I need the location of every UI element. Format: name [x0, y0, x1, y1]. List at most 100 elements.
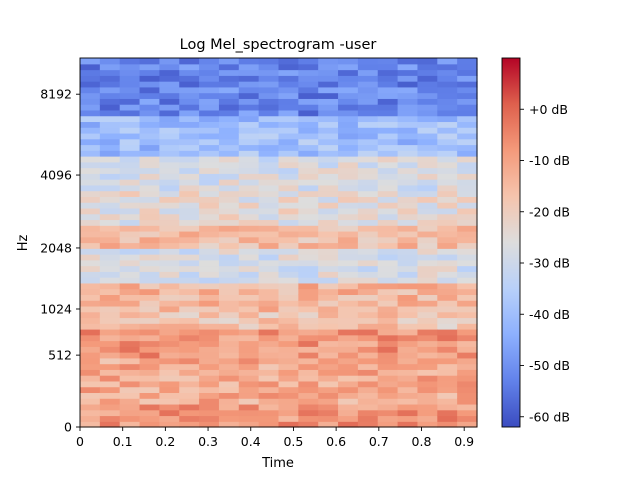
- heatmap-cell: [357, 167, 379, 174]
- heatmap-cell: [457, 363, 478, 370]
- heatmap-cell: [119, 277, 141, 284]
- heatmap-cell: [119, 294, 141, 301]
- heatmap-cell: [139, 156, 160, 163]
- heatmap-cell: [238, 403, 260, 411]
- heatmap-cell: [298, 421, 319, 428]
- heatmap-cell: [199, 190, 220, 197]
- heatmap-cell: [377, 271, 399, 278]
- heatmap-cell: [377, 398, 399, 405]
- heatmap-cell: [338, 340, 359, 347]
- heatmap-cell: [318, 346, 339, 353]
- heatmap-cell: [457, 138, 478, 146]
- heatmap-cell: [278, 202, 299, 209]
- heatmap-cell: [437, 363, 458, 370]
- x-tick-label: 0.4: [241, 434, 261, 449]
- heatmap-cell: [357, 109, 379, 117]
- heatmap-cell: [397, 69, 419, 76]
- heatmap-cell: [298, 179, 319, 186]
- heatmap-cell: [397, 328, 419, 336]
- heatmap-cell: [80, 369, 101, 376]
- heatmap-cell: [298, 236, 319, 244]
- heatmap-cell: [218, 173, 240, 180]
- heatmap-cell: [119, 202, 141, 209]
- heatmap-cell: [80, 305, 101, 313]
- heatmap-cell: [258, 196, 280, 203]
- heatmap-cell: [218, 127, 240, 134]
- heatmap-cell: [377, 81, 399, 88]
- heatmap-cell: [179, 167, 200, 174]
- heatmap-cell: [417, 75, 438, 82]
- heatmap-cell: [338, 207, 359, 215]
- heatmap-cell: [318, 317, 339, 324]
- heatmap-cell: [159, 254, 180, 261]
- heatmap-cell: [298, 75, 319, 82]
- heatmap-cell: [199, 242, 220, 249]
- heatmap-cell: [119, 254, 141, 261]
- heatmap-cell: [278, 58, 299, 65]
- heatmap-cell: [199, 196, 220, 203]
- heatmap-cell: [397, 81, 419, 88]
- heatmap-cell: [139, 305, 160, 313]
- heatmap-cell: [199, 173, 220, 180]
- heatmap-cell: [397, 104, 419, 111]
- heatmap-cell: [159, 219, 180, 226]
- heatmap-cell: [437, 323, 458, 330]
- heatmap-cell: [298, 144, 319, 151]
- heatmap-cell: [159, 236, 180, 244]
- heatmap-cell: [357, 69, 379, 76]
- heatmap-cell: [119, 323, 141, 330]
- heatmap-cell: [357, 219, 379, 226]
- heatmap-cell: [318, 242, 339, 249]
- heatmap-cell: [298, 305, 319, 313]
- heatmap-cell: [159, 375, 180, 382]
- heatmap-cell: [397, 202, 419, 209]
- heatmap-cell: [258, 161, 280, 169]
- heatmap-cell: [159, 63, 180, 71]
- heatmap-cell: [298, 161, 319, 169]
- heatmap-cell: [298, 363, 319, 370]
- heatmap-cell: [397, 184, 419, 192]
- heatmap-cell: [258, 75, 280, 82]
- heatmap-cell: [139, 219, 160, 226]
- heatmap-cell: [199, 127, 220, 134]
- heatmap-cell: [159, 415, 180, 422]
- heatmap-cell: [457, 230, 478, 238]
- heatmap-cell: [238, 213, 260, 221]
- heatmap-cell: [298, 398, 319, 405]
- heatmap-cell: [397, 392, 419, 399]
- heatmap-cell: [99, 213, 121, 221]
- heatmap-cell: [179, 346, 200, 353]
- heatmap-cell: [179, 144, 200, 151]
- heatmap-cell: [457, 421, 478, 428]
- heatmap-cell: [437, 75, 458, 82]
- heatmap-cell: [179, 121, 200, 128]
- heatmap-cell: [99, 92, 121, 99]
- heatmap-cell: [218, 230, 240, 238]
- heatmap-cell: [80, 386, 101, 394]
- heatmap-cell: [80, 277, 101, 284]
- heatmap-cell: [357, 58, 379, 65]
- heatmap-cell: [298, 311, 319, 319]
- heatmap-cell: [318, 380, 339, 388]
- heatmap-cell: [338, 386, 359, 394]
- heatmap-cell: [318, 63, 339, 71]
- y-tick-label: 4096: [40, 168, 72, 183]
- heatmap-cell: [238, 242, 260, 249]
- heatmap-cell: [139, 334, 160, 342]
- heatmap-cell: [99, 75, 121, 82]
- heatmap-cell: [159, 104, 180, 111]
- heatmap-cell: [377, 98, 399, 105]
- x-tick-label: 0.1: [113, 434, 133, 449]
- heatmap-cell: [437, 167, 458, 174]
- heatmap-cell: [258, 340, 280, 347]
- heatmap-cell: [338, 86, 359, 94]
- heatmap-cell: [377, 132, 399, 140]
- heatmap-cell: [397, 196, 419, 203]
- heatmap-cell: [99, 58, 121, 65]
- heatmap-cell: [437, 213, 458, 221]
- heatmap-cell: [218, 242, 240, 249]
- heatmap-cell: [258, 369, 280, 376]
- heatmap-cell: [338, 242, 359, 249]
- heatmap-cell: [139, 173, 160, 180]
- heatmap-cell: [139, 375, 160, 382]
